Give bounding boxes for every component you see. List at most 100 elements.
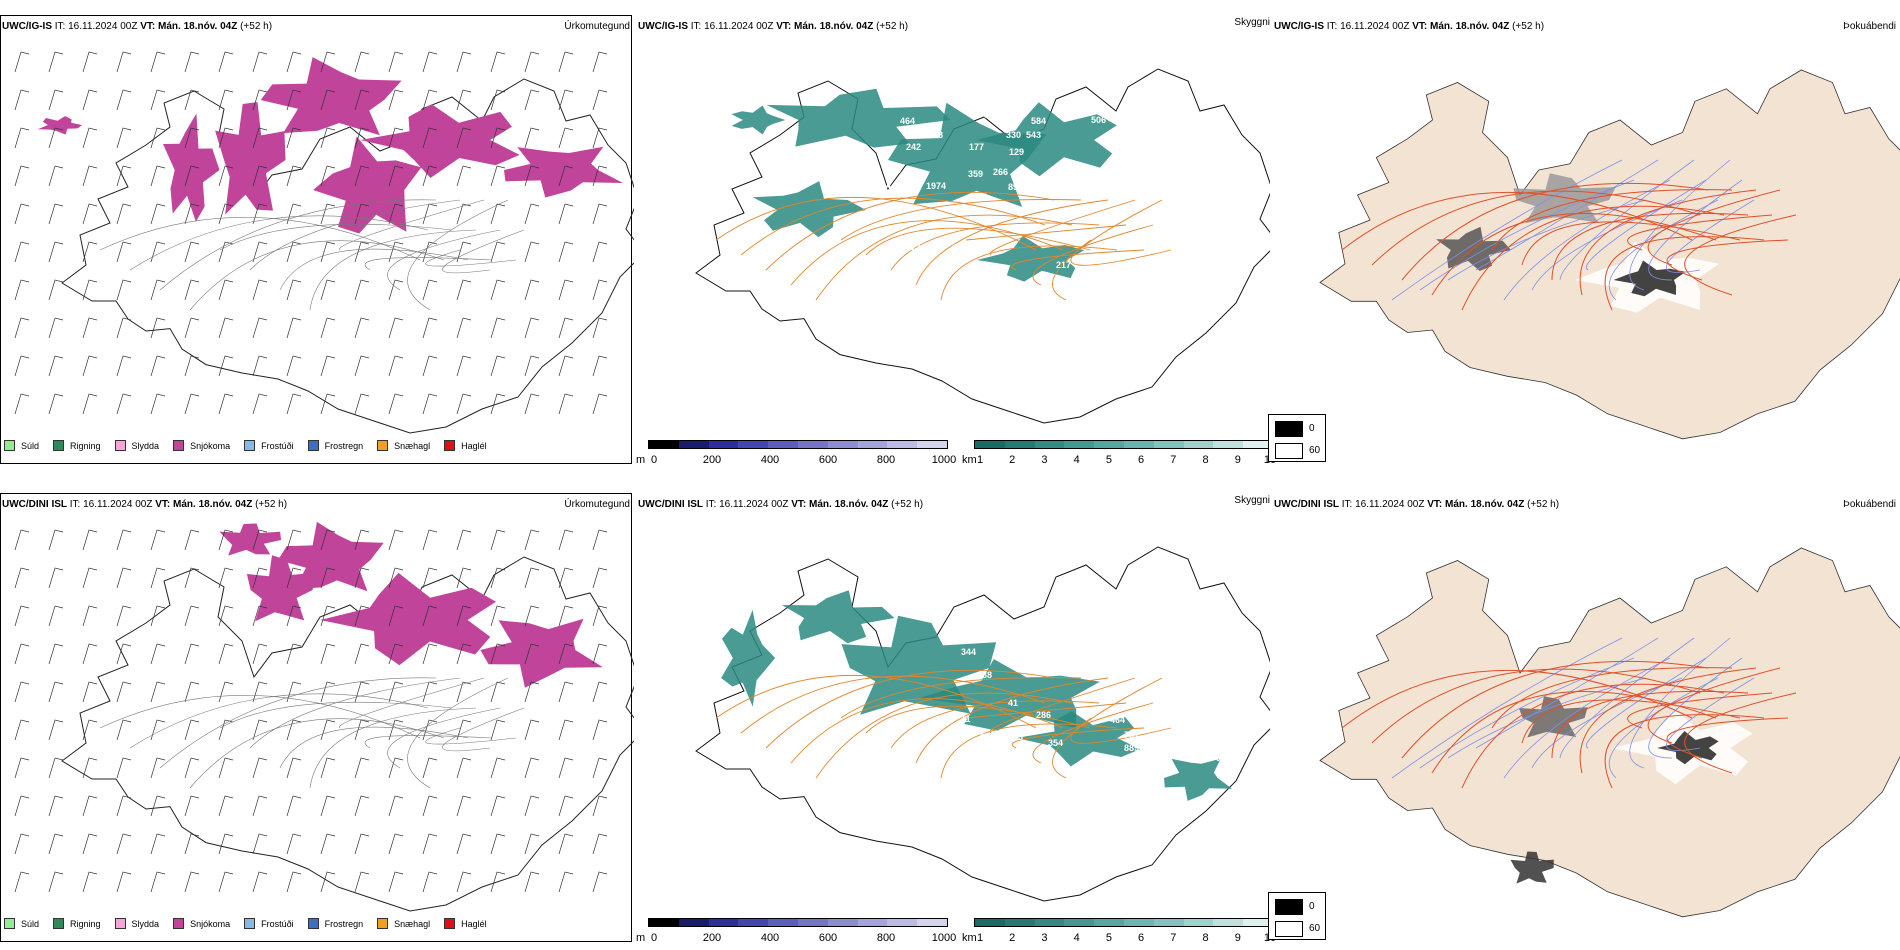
road [915,677,1109,764]
precip-map[interactable] [0,478,634,950]
wind-barb [150,529,166,551]
wind-barb [490,871,506,893]
fog-legend: 0 60 [1268,892,1326,940]
panel-header: UWC/IG-IS IT: 16.11.2024 00Z VT: Mán. 18… [638,21,909,32]
legend-label: Frostúði [261,918,294,929]
road [442,707,525,752]
road [339,199,485,251]
ceiling-value: 234 [886,165,901,175]
wind-barb [456,567,472,589]
legend-item: Rigning [53,918,101,929]
wind-barb [456,89,472,111]
wind-barb [456,355,472,377]
river [1391,637,1623,779]
colorbar-gradient [974,440,1274,449]
wind-barb [524,355,540,377]
road [1521,221,1741,266]
wind-barb [150,355,166,377]
wind-barbs [14,529,608,893]
wind-barb [184,605,200,627]
snow-area [360,104,520,178]
wind-barb [388,681,404,703]
colorbar-tick: 600 [818,932,838,944]
legend-label: Haglél [461,918,487,929]
wind-barb [558,719,574,741]
wind-barb [184,241,200,263]
colorbar-unit: m [636,932,646,944]
wind-barb [286,89,302,111]
legend-label: Snæhagl [394,440,431,451]
coastline [61,556,634,912]
ceiling-value: 506 [1091,115,1106,125]
legend-label: Súld [21,440,40,451]
legend-swatch [444,918,456,929]
wind-barb [218,605,234,627]
colorbar-segment [857,441,888,448]
fog-map[interactable] [1272,0,1900,472]
wind-barb [388,165,404,187]
wind-barb [558,567,574,589]
road [1431,212,1717,296]
wind-barb [14,757,30,779]
wind-barb [354,393,370,415]
legend-swatch [244,918,256,929]
road [815,692,1073,779]
legend-label: Frostúði [261,440,294,451]
colorbar-unit: m [636,454,646,466]
visibility-colorbar: km12345678910 [962,918,1276,948]
wind-barb [116,567,132,589]
precip-legend: Súld Rigning Slydda Snjókoma Frostúði Frostre… [4,918,501,929]
wind-barb [592,871,608,893]
river [1648,179,1743,281]
ceiling-value: 354 [1048,738,1063,748]
colorbar-tick: 1000 [931,454,957,466]
wind-barb [558,355,574,377]
ceiling-value: 86 [1235,753,1245,763]
panel-title: Skyggni [1234,17,1270,28]
road [99,217,421,261]
snow-area [219,523,282,556]
wind-barb [14,127,30,149]
colorbar-tick: 1 [976,454,984,466]
road [1401,660,1709,759]
wind-barb [592,393,608,415]
wind-barb [286,681,302,703]
road [1627,214,1773,251]
wind-barb [116,203,132,225]
river [1447,199,1647,281]
wind-barb [14,89,30,111]
wind-barb [48,317,64,339]
wind-barb [592,567,608,589]
road [940,723,1118,779]
wind-barb [252,605,268,627]
wind-barb [286,795,302,817]
wind-barb [320,203,336,225]
road [1666,239,1789,281]
road [840,199,1082,241]
ceiling-value: 283 [1008,732,1023,742]
wind-barb [184,355,200,377]
ceiling-value: 75 [904,716,914,726]
low-visibility-area [1164,758,1232,801]
wind-barb [252,241,268,263]
wind-barb [252,165,268,187]
wind-barb [388,89,404,111]
legend-item: Frostúði [244,918,294,929]
wind-barb [456,643,472,665]
ceiling-value: 177 [969,142,984,152]
wind-barb [150,165,166,187]
wind-barb [592,203,608,225]
colorbar-tick: 5 [1105,454,1112,466]
legend-label: Snjókoma [190,918,231,929]
ceiling-values: 464 208 363 584 506 242 330 543 177 129 579 234 359 2… [876,110,1181,270]
fog-map[interactable] [1272,478,1900,950]
legend-item: Rigning [53,440,101,451]
wind-barb [592,643,608,665]
wind-barb [116,757,132,779]
colorbar-tick: 9 [1234,932,1241,944]
precip-map[interactable] [0,0,634,472]
wind-barb [388,643,404,665]
snow-areas [219,521,603,688]
